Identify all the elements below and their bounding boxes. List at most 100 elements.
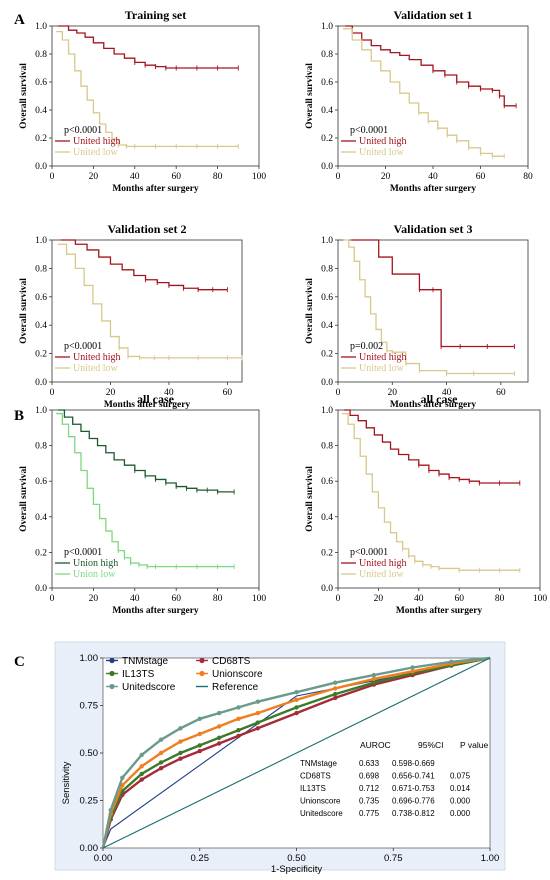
y-tick-label: 1.0	[35, 22, 47, 32]
roc-point	[139, 771, 144, 777]
x-axis-label: 1-Specificity	[271, 864, 322, 875]
table-auroc: 0.775	[359, 809, 380, 818]
roc-point	[216, 724, 222, 729]
y-tick-label: 1.0	[35, 236, 47, 246]
x-tick-label: 60	[171, 172, 181, 182]
roc-point	[449, 659, 454, 664]
table-auroc: 0.712	[359, 784, 380, 793]
y-axis-label: Overall survival	[19, 278, 29, 344]
table-header: 95%CI	[418, 740, 444, 750]
y-tick-label: 0.0	[321, 584, 333, 594]
roc-point	[158, 737, 164, 742]
roc-point	[216, 735, 222, 740]
y-tick-label: 0.4	[35, 321, 47, 331]
x-tick-label: 20	[374, 594, 384, 604]
roc-point	[178, 739, 183, 744]
roc-point	[294, 705, 299, 710]
table-ci: 0.598-0.669	[392, 759, 435, 768]
x-tick-label: 60	[454, 594, 464, 604]
x-tick-label: 0.00	[94, 853, 113, 864]
legend-label: Unionscore	[212, 669, 263, 680]
legend-label: CD68TS	[212, 656, 251, 667]
x-tick-label: 80	[213, 594, 223, 604]
series-line-united-low	[57, 243, 242, 359]
legend-label: Reference	[212, 682, 259, 693]
roc-point	[158, 766, 164, 771]
x-tick-label: 20	[388, 388, 398, 398]
panel-label-a: A	[14, 12, 25, 28]
x-tick-label: 0	[336, 172, 341, 182]
legend-label: Unitedscore	[122, 682, 176, 693]
y-tick-label: 0.4	[321, 106, 333, 116]
x-tick-label: 0	[50, 594, 55, 604]
legend-label: United high	[359, 136, 407, 147]
roc-point	[178, 756, 183, 761]
roc-point	[294, 690, 299, 695]
km-plot-training-set: Training set 0 20 40 60 80 100 0.0 0.2 0.4 0.6 0.8 1…	[19, 8, 266, 194]
x-tick-label: 1.00	[481, 853, 500, 864]
p-value-annotation: p<0.0001	[350, 125, 388, 136]
roc-point	[371, 672, 377, 678]
roc-point	[333, 686, 338, 691]
chart-title: Training set	[125, 8, 186, 22]
y-axis-label: Overall survival	[305, 466, 315, 532]
roc-point	[139, 764, 144, 769]
chart-title: all case	[137, 392, 175, 406]
y-tick-label: 0.6	[35, 78, 47, 88]
roc-point	[236, 733, 241, 739]
y-tick-label: 0.2	[321, 548, 333, 558]
y-tick-label: 0.2	[35, 350, 47, 360]
plot-frame	[51, 409, 260, 589]
series-line-united-high	[351, 239, 515, 348]
x-tick-label: 80	[213, 172, 223, 182]
x-tick-label: 0	[50, 172, 55, 182]
plot-frame	[51, 25, 260, 167]
plot-frame	[337, 409, 541, 589]
x-tick-label: 0	[336, 388, 341, 398]
x-tick-label: 20	[89, 594, 99, 604]
roc-point	[410, 669, 415, 674]
y-tick-label: 0.6	[35, 477, 47, 487]
legend-label: United low	[359, 569, 404, 580]
table-auroc: 0.633	[359, 759, 380, 768]
y-tick-label: 0.25	[80, 796, 99, 807]
series-line-united-high	[58, 25, 239, 69]
x-axis-label: Months after surgery	[396, 606, 483, 616]
y-tick-label: 1.0	[35, 406, 47, 416]
y-tick-label: 0.4	[35, 513, 47, 523]
x-axis-label: Months after surgery	[104, 400, 191, 410]
y-tick-label: 0.0	[321, 162, 333, 172]
series-line-united-low	[56, 30, 239, 148]
roc-point	[410, 665, 415, 670]
x-tick-label: 80	[495, 594, 505, 604]
roc-point	[333, 680, 338, 685]
y-tick-label: 0.0	[35, 162, 47, 172]
legend-marker	[109, 657, 115, 664]
x-tick-label: 40	[130, 594, 140, 604]
y-tick-label: 0.00	[80, 843, 99, 854]
y-tick-label: 1.0	[321, 236, 333, 246]
p-value-annotation: p<0.0001	[64, 547, 102, 558]
roc-point	[158, 750, 164, 756]
table-p-value: 0.000	[450, 809, 471, 818]
y-tick-label: 0.50	[80, 748, 99, 759]
y-tick-label: 0.8	[321, 50, 333, 60]
y-tick-label: 0.4	[35, 106, 47, 116]
plot-frame	[337, 239, 529, 383]
roc-point	[255, 720, 260, 725]
table-ci: 0.738-0.812	[392, 809, 435, 818]
legend-marker	[109, 683, 115, 690]
x-tick-label: 60	[496, 388, 506, 398]
roc-point	[236, 705, 241, 710]
km-plot-validation-set-2: Validation set 2 0 20 40 60 0.0 0.2 0.4 0.6 0.8 1.…	[19, 222, 243, 410]
legend-label: Union high	[73, 558, 118, 569]
table-header: P value	[460, 740, 488, 750]
x-tick-label: 0.75	[384, 853, 403, 864]
table-row-label: Unionscore	[300, 797, 341, 806]
y-tick-label: 0.2	[321, 350, 333, 360]
roc-point	[216, 741, 222, 746]
table-p-value: 0.075	[450, 772, 471, 781]
p-value-annotation: p<0.0001	[64, 125, 102, 136]
y-tick-label: 0.8	[35, 264, 47, 274]
roc-point	[236, 728, 241, 733]
